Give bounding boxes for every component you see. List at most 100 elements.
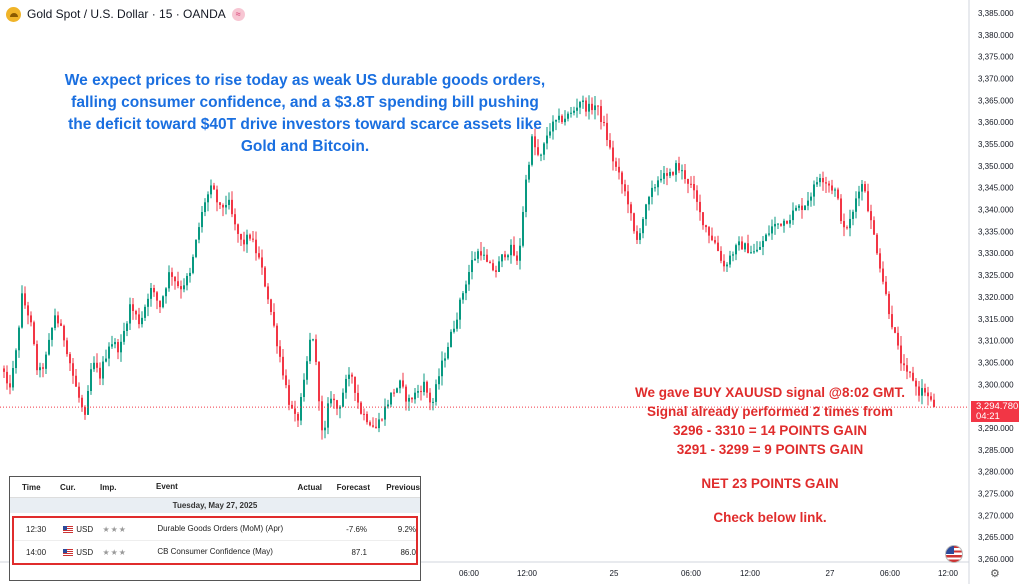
candle-body — [774, 223, 776, 227]
candle-body — [639, 233, 641, 240]
candle-body — [591, 103, 593, 111]
candle-body — [297, 413, 299, 421]
candle-body — [588, 103, 590, 112]
candle-body — [783, 220, 785, 226]
y-tick-label: 3,275.000 — [978, 489, 1014, 498]
candle-body — [606, 122, 608, 141]
candle-body — [642, 219, 644, 234]
symbol-header[interactable]: Gold Spot / U.S. Dollar · 15 · OANDA ≈ — [6, 4, 245, 24]
table-row[interactable]: 14:00 USD ★★★ CB Consumer Confidence (Ma… — [14, 541, 416, 563]
candle-body — [807, 200, 809, 206]
candle-body — [651, 187, 653, 197]
candle-body — [138, 314, 140, 325]
candle-body — [210, 185, 212, 195]
candle-body — [228, 199, 230, 205]
candle-body — [714, 240, 716, 243]
candle-body — [213, 185, 215, 190]
candle-body — [93, 362, 95, 370]
y-tick-label: 3,360.000 — [978, 118, 1014, 127]
candle-body — [624, 184, 626, 192]
candle-body — [60, 323, 62, 326]
candle-body — [33, 322, 35, 345]
candle-body — [450, 331, 452, 347]
candle-body — [96, 362, 98, 368]
candle-body — [888, 293, 890, 315]
candle-body — [678, 163, 680, 171]
y-tick-label: 3,325.000 — [978, 271, 1014, 280]
candle-body — [555, 119, 557, 122]
signal-line: We gave BUY XAUUSD signal @8:02 GMT. — [635, 385, 905, 400]
candle-body — [564, 118, 566, 123]
candle-body — [111, 344, 113, 347]
y-tick-label: 3,305.000 — [978, 358, 1014, 367]
candle-body — [327, 403, 329, 428]
candle-body — [357, 392, 359, 403]
candle-body — [810, 196, 812, 201]
candle-body — [432, 401, 434, 403]
candle-body — [426, 381, 428, 393]
us-flag-icon[interactable] — [945, 545, 963, 563]
candle-body — [333, 398, 335, 401]
net-gain-line: NET 23 POINTS GAIN — [701, 476, 839, 491]
candle-body — [726, 264, 728, 267]
candle-body — [162, 296, 164, 308]
candle-body — [444, 358, 446, 361]
wave-icon[interactable]: ≈ — [231, 7, 245, 21]
candle-body — [387, 404, 389, 407]
candle-body — [336, 400, 338, 409]
candle-body — [351, 374, 353, 377]
candle-body — [24, 293, 26, 306]
candle-body — [510, 244, 512, 256]
calendar-date: Tuesday, May 27, 2025 — [10, 498, 420, 513]
y-tick-label: 3,335.000 — [978, 227, 1014, 236]
candle-body — [891, 314, 893, 328]
candle-body — [462, 293, 464, 300]
candle-body — [879, 253, 881, 269]
candle-body — [846, 227, 848, 229]
candle-body — [723, 260, 725, 267]
settings-gear-icon[interactable]: ⚙ — [990, 568, 1000, 580]
candle-body — [309, 339, 311, 362]
candle-body — [492, 263, 494, 271]
candle-body — [540, 154, 542, 156]
candle-body — [813, 184, 815, 197]
candle-body — [408, 397, 410, 402]
candle-body — [465, 284, 467, 294]
candle-body — [27, 305, 29, 316]
candle-body — [399, 380, 401, 389]
candle-body — [711, 235, 713, 241]
highlighted-events: 12:30 USD ★★★ Durable Goods Orders (MoM)… — [12, 516, 418, 565]
candle-body — [669, 172, 671, 176]
col-event: Event — [156, 482, 178, 491]
price-axis[interactable]: 3,260.000 3,265.000 3,270.000 3,275.000 3,28… — [978, 9, 1014, 564]
candle-body — [759, 247, 761, 250]
candle-body — [867, 191, 869, 212]
candle-body — [252, 238, 254, 240]
candle-body — [315, 339, 317, 362]
candle-body — [264, 267, 266, 287]
candle-body — [780, 223, 782, 226]
candle-body — [276, 325, 278, 347]
candle-body — [798, 205, 800, 208]
table-row[interactable]: 12:30 USD ★★★ Durable Goods Orders (MoM)… — [14, 518, 416, 540]
candle-body — [732, 254, 734, 256]
candle-body — [684, 170, 686, 179]
candle-body — [579, 102, 581, 108]
candle-body — [585, 100, 587, 112]
col-time: Time — [22, 482, 41, 492]
candle-body — [417, 391, 419, 393]
candle-body — [126, 323, 128, 331]
candle-body — [243, 239, 245, 245]
candle-body — [288, 385, 290, 405]
event-importance: ★★★ — [102, 524, 127, 534]
candle-body — [354, 376, 356, 393]
candle-body — [627, 191, 629, 205]
candle-body — [342, 392, 344, 407]
candle-body — [168, 272, 170, 289]
candle-body — [411, 397, 413, 400]
candle-body — [273, 311, 275, 326]
candle-body — [561, 115, 563, 123]
candle-body — [429, 392, 431, 403]
candle-body — [318, 361, 320, 402]
